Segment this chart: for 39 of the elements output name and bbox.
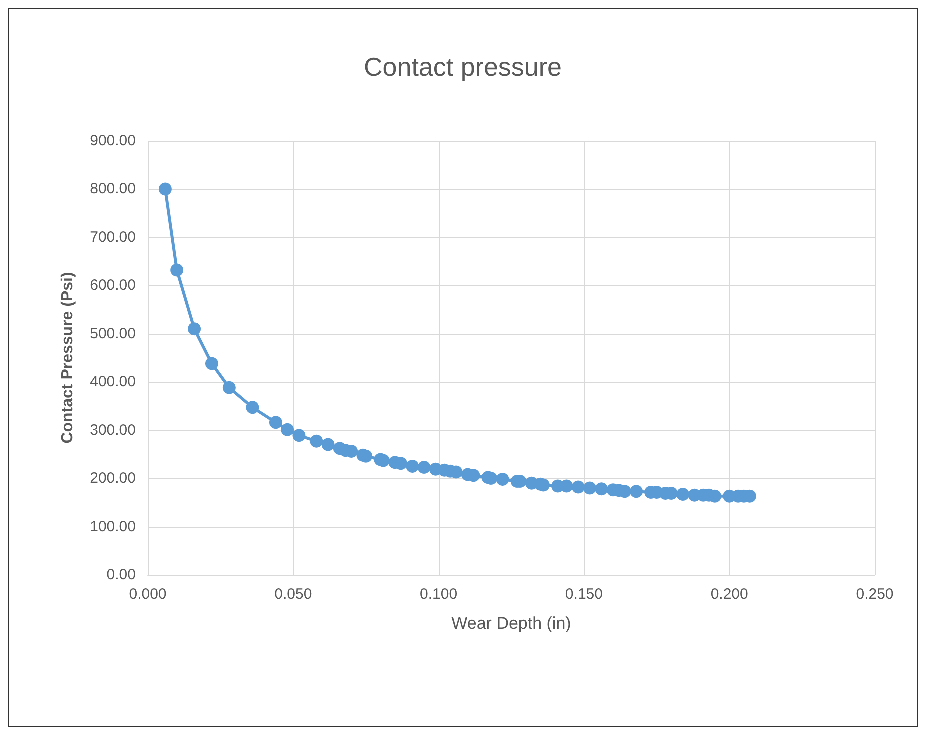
x-tick-label: 0.200 xyxy=(710,586,748,603)
point xyxy=(170,264,184,277)
x-tick-label: 0.250 xyxy=(856,586,894,603)
x-tick-label: 0.100 xyxy=(420,586,458,603)
point xyxy=(269,416,282,430)
point xyxy=(584,482,597,495)
point xyxy=(292,429,306,442)
y-tick-label: 400.00 xyxy=(90,374,136,391)
y-tick-label: 600.00 xyxy=(90,277,136,294)
y-tick-label: 700.00 xyxy=(90,228,136,246)
point xyxy=(676,488,690,501)
y-tick-label: 200.00 xyxy=(90,470,136,488)
x-tick-label: 0.150 xyxy=(565,586,603,603)
y-tick-label: 300.00 xyxy=(90,422,136,439)
chart-title: Contact pressure xyxy=(364,52,562,82)
y-tick-label: 0.00 xyxy=(106,566,136,584)
point xyxy=(310,434,324,448)
y-tick-label: 100.00 xyxy=(90,518,136,536)
point xyxy=(496,473,510,486)
y-tick-label: 800.00 xyxy=(90,180,136,198)
point xyxy=(205,357,218,370)
point xyxy=(246,401,260,414)
point xyxy=(630,485,644,498)
y-tick-label: 900.00 xyxy=(90,132,136,150)
y-axis-title: Contact Pressure (Psi) xyxy=(60,272,76,444)
point xyxy=(406,460,420,473)
point xyxy=(281,423,294,436)
y-tick-label: 500.00 xyxy=(90,325,136,342)
point xyxy=(322,438,335,452)
x-tick-label: 0.000 xyxy=(129,586,167,603)
point xyxy=(222,381,236,394)
point xyxy=(595,482,608,496)
point xyxy=(560,480,574,493)
x-axis-title: Wear Depth (in) xyxy=(452,614,572,633)
point xyxy=(418,460,431,474)
point xyxy=(158,182,172,196)
point xyxy=(188,322,202,336)
x-tick-label: 0.050 xyxy=(274,586,312,603)
point xyxy=(572,480,585,494)
